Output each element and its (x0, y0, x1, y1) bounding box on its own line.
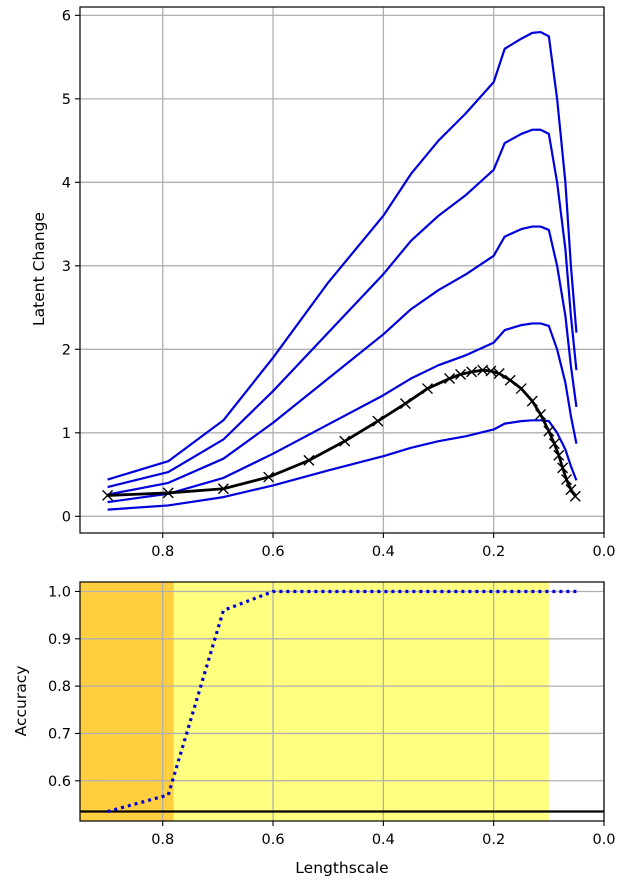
x-tick-label: 0.6 (262, 832, 285, 848)
bottom-chart-frame (79, 581, 605, 822)
x-tick-label: 0.0 (592, 544, 615, 560)
top-chart-ticks: 0.8 0.6 0.4 0.2 0.0 0 1 2 3 4 5 6 (62, 8, 616, 560)
latent-change-line-3 (107, 225, 578, 496)
accuracy-chart: 0.8 0.6 0.4 0.2 0.00.60.70.80.91.0 Accuracy … (12, 581, 616, 877)
latent-change-line-1 (107, 30, 578, 481)
x-marker-stroke (526, 395, 538, 407)
x-marker-stroke (466, 366, 478, 378)
x-marker (263, 471, 275, 483)
x-marker (303, 454, 315, 466)
bottom-chart-series (80, 589, 604, 814)
top-chart-grid (80, 7, 605, 533)
x-marker (515, 383, 527, 395)
x-marker (526, 395, 538, 407)
y-tick-label: 0.7 (48, 726, 71, 742)
x-tick-label: 0.2 (482, 544, 505, 560)
x-marker-stroke (493, 368, 505, 380)
x-marker-stroke (303, 454, 315, 466)
x-marker-stroke (339, 435, 351, 447)
y-tick-label: 6 (62, 8, 71, 24)
latent-change-line-4 (107, 322, 578, 504)
y-tick-label: 2 (62, 342, 71, 358)
shaded-region-1 (80, 582, 174, 821)
x-marker (339, 435, 351, 447)
x-marker (565, 484, 577, 496)
bottom-chart-grid (80, 582, 605, 821)
x-tick-label: 0.4 (372, 832, 395, 848)
x-marker-stroke (553, 449, 565, 461)
x-marker-stroke (569, 490, 581, 502)
latent-change-chart: 0.8 0.6 0.4 0.2 0.0 0 1 2 3 4 5 6 Latent Change (30, 6, 616, 560)
x-marker-stroke (372, 415, 384, 427)
x-marker-stroke (444, 373, 456, 385)
x-marker (102, 489, 114, 501)
top-chart-series (102, 30, 581, 511)
x-marker-stroke (455, 368, 467, 380)
x-marker (372, 415, 384, 427)
y-tick-label: 0.8 (48, 679, 71, 695)
latent-change-line-2 (107, 128, 578, 489)
latent-change-line-5 (107, 419, 578, 511)
y-tick-label: 4 (62, 175, 71, 191)
x-marker-stroke (485, 365, 497, 377)
bottom-chart-background (80, 582, 549, 821)
x-marker (399, 398, 411, 410)
x-marker-stroke (565, 484, 577, 496)
x-marker (455, 368, 467, 380)
x-marker (535, 408, 547, 420)
shaded-region-2 (173, 582, 549, 821)
x-marker-stroke (504, 374, 516, 386)
x-marker (543, 425, 555, 437)
y-tick-label: 1 (62, 426, 71, 442)
bottom-x-axis-label: Lengthscale (295, 859, 388, 877)
top-y-axis-label: Latent Change (30, 212, 48, 326)
x-marker (485, 365, 497, 377)
x-marker (421, 383, 433, 395)
x-marker (493, 368, 505, 380)
y-tick-label: 0 (62, 509, 71, 525)
y-tick-label: 1.0 (48, 584, 71, 600)
x-tick-label: 0.8 (151, 832, 174, 848)
y-tick-label: 0.9 (48, 632, 71, 648)
x-tick-label: 0.6 (262, 544, 285, 560)
x-marker (504, 374, 516, 386)
bottom-y-axis-label: Accuracy (12, 666, 30, 737)
x-marker-stroke (548, 438, 560, 450)
x-tick-label: 0.2 (482, 832, 505, 848)
x-marker-stroke (217, 483, 229, 495)
y-tick-label: 5 (62, 92, 71, 108)
x-marker-stroke (263, 471, 275, 483)
mean-latent-change-line (107, 368, 577, 498)
x-tick-label: 0.4 (372, 544, 395, 560)
x-marker (162, 487, 174, 499)
x-marker (560, 474, 572, 486)
y-tick-label: 0.6 (48, 774, 71, 790)
x-marker-stroke (515, 383, 527, 395)
x-marker-stroke (102, 489, 114, 501)
top-chart-frame (79, 6, 605, 534)
bottom-chart-ticks: 0.8 0.6 0.4 0.2 0.0 0.6 0.7 0.8 0.9 1.0 (48, 584, 616, 848)
x-marker-stroke (399, 398, 411, 410)
x-marker (217, 483, 229, 495)
x-marker-stroke (535, 408, 547, 420)
x-marker (548, 438, 560, 450)
x-marker-stroke (557, 462, 569, 474)
x-marker (553, 449, 565, 461)
x-marker (569, 490, 581, 502)
x-tick-label: 0.0 (592, 832, 615, 848)
x-marker (444, 373, 456, 385)
x-marker (466, 366, 478, 378)
x-marker (557, 462, 569, 474)
x-marker-stroke (421, 383, 433, 395)
x-marker-stroke (560, 474, 572, 486)
x-marker-stroke (162, 487, 174, 499)
y-tick-label: 3 (62, 259, 71, 275)
x-marker-stroke (543, 425, 555, 437)
x-tick-label: 0.8 (151, 544, 174, 560)
